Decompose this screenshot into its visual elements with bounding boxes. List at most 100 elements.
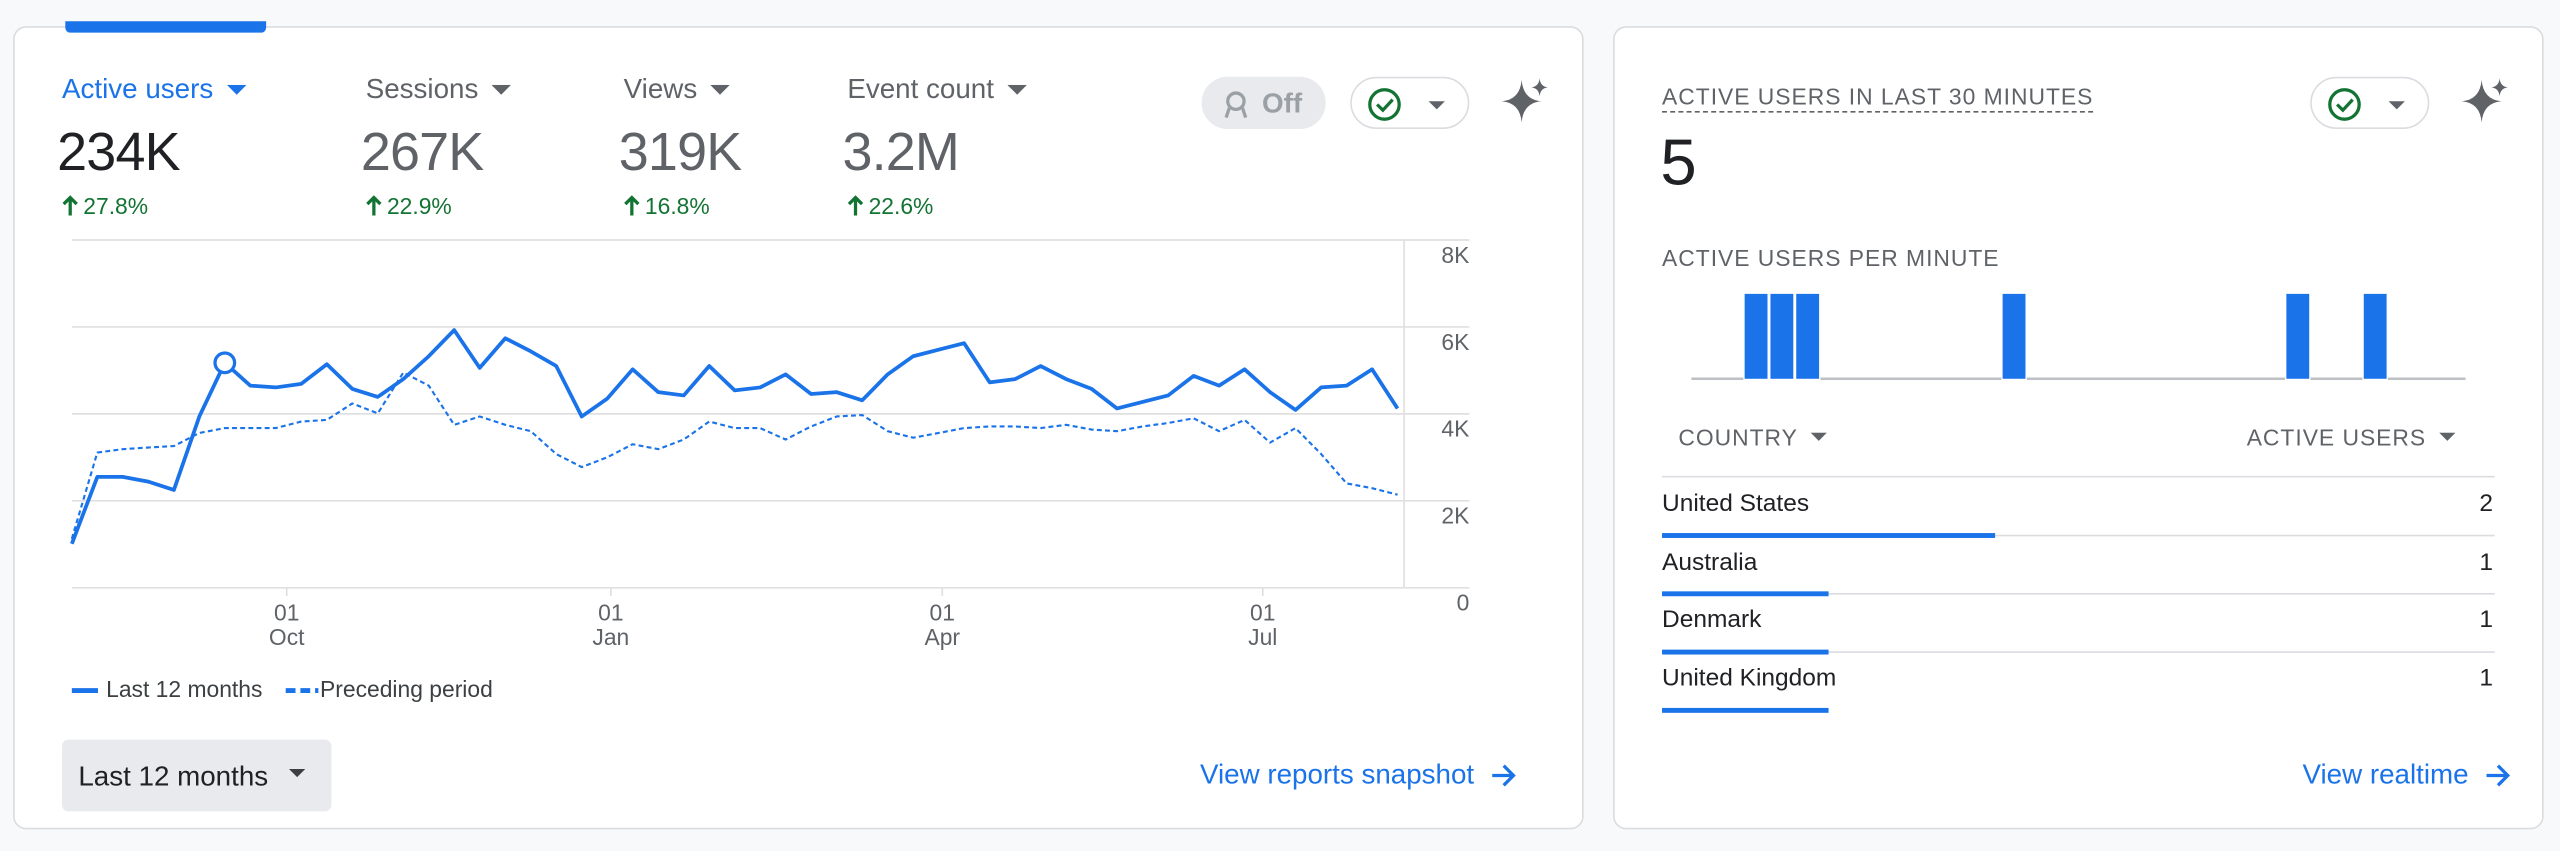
y-tick-label: 6K (1441, 329, 1469, 355)
metric-selector[interactable]: Views (624, 73, 730, 106)
bar (2286, 293, 2310, 379)
status-dropdown[interactable] (1350, 76, 1470, 129)
caret-shape (1006, 84, 1027, 94)
country-name: United Kingdom (1662, 664, 1837, 693)
bar (1770, 293, 1794, 379)
y-tick-label: 4K (1441, 416, 1469, 442)
column-header[interactable]: ACTIVE USERS (2246, 424, 2456, 451)
share-bar (1662, 533, 1996, 538)
metric-value: 319K (618, 120, 742, 182)
share-bar (1662, 649, 1829, 655)
metric-selector[interactable]: Event count (847, 73, 1027, 106)
up-arrow-shape (366, 195, 382, 216)
metric-change-value: 22.9% (386, 192, 452, 219)
toggle-icon (1224, 91, 1248, 119)
metric-value: 3.2M (842, 120, 959, 182)
caret (1810, 432, 1828, 441)
up-arrow (624, 195, 640, 216)
x-tick-label: 01 Jan (592, 599, 630, 650)
metric-label: Sessions (365, 73, 479, 105)
metric-change-value: 22.6% (868, 192, 934, 219)
highlight-point (213, 351, 237, 375)
caret (710, 84, 730, 94)
caret-shape (710, 84, 730, 94)
up-arrow (847, 195, 864, 216)
status-icon (2328, 88, 2405, 121)
realtime-value: 5 (1660, 127, 1697, 200)
bar (2363, 293, 2387, 379)
metric-label: Views (623, 73, 698, 105)
metric-change: 27.8% (62, 193, 148, 219)
status-icon (1368, 88, 1445, 121)
date-range-label: Last 12 months (78, 760, 269, 792)
active-users: 1 (2479, 548, 2494, 576)
legend-label: Last 12 months (106, 675, 263, 703)
caret-shape (491, 84, 511, 94)
up-arrow-shape (624, 195, 640, 216)
country-name: Denmark (1662, 606, 1762, 635)
toggle-button[interactable]: Off (1201, 76, 1326, 129)
share-bar (1662, 707, 1829, 713)
y-tick-label: 0 (1457, 590, 1470, 616)
active-users: 1 (2479, 606, 2494, 635)
arrow-icon (1492, 764, 1516, 787)
y-tick-label: 2K (1441, 503, 1469, 529)
bar-chart-title: ACTIVE USERS PER MINUTE (1662, 244, 2000, 272)
metric-label: Active users (62, 73, 214, 105)
country-name: Australia (1662, 548, 1758, 576)
metric-change: 16.8% (624, 193, 710, 219)
up-arrow (366, 195, 382, 216)
view-reports-link[interactable]: View reports snapshot (1200, 759, 1517, 792)
metric-selector[interactable]: Sessions (366, 73, 511, 106)
bar (1796, 293, 1820, 379)
caret (491, 84, 511, 94)
insights-icon[interactable] (1502, 75, 1551, 124)
metric-change-value: 16.8% (644, 192, 710, 219)
share-bar (1662, 591, 1829, 597)
active-users: 2 (2479, 489, 2494, 518)
arrow-icon (2486, 764, 2511, 787)
column-header[interactable]: COUNTRY (1678, 424, 1828, 451)
metric-change: 22.6% (847, 193, 933, 219)
series-line (70, 371, 1398, 540)
metric-change-value: 27.8% (83, 192, 149, 219)
up-arrow (62, 195, 78, 216)
up-arrow-shape (847, 195, 864, 216)
realtime-card (1613, 26, 2544, 830)
metric-selector[interactable]: Active users (62, 73, 246, 106)
x-tick-label: 01 Oct (268, 599, 305, 650)
tab-indicator (65, 21, 267, 33)
legend-label: Preceding period (319, 675, 493, 703)
caret (1006, 84, 1027, 94)
x-tick-label: 01 Apr (924, 599, 961, 650)
date-range-dropdown[interactable]: Last 12 months (62, 739, 332, 812)
bar (1744, 293, 1768, 379)
caret-shape (226, 84, 246, 94)
status-dropdown[interactable] (2310, 76, 2430, 129)
country-name: United States (1662, 489, 1810, 518)
metric-change: 22.9% (366, 193, 452, 219)
series-line (70, 328, 1400, 545)
realtime-title: ACTIVE USERS IN LAST 30 MINUTES (1662, 83, 2094, 113)
toggle-label: Off (1262, 88, 1303, 120)
metric-value: 234K (57, 120, 180, 182)
metric-label: Event count (847, 73, 994, 105)
view-realtime-link[interactable]: View realtime (2302, 759, 2511, 792)
up-arrow-shape (62, 195, 78, 216)
caret (288, 768, 306, 778)
link-text: View reports snapshot (1199, 759, 1475, 791)
column-label: ACTIVE USERS (2246, 424, 2427, 451)
active-users: 1 (2479, 664, 2494, 693)
y-tick-label: 8K (1441, 242, 1469, 268)
bar (2002, 293, 2026, 379)
caret (226, 84, 246, 94)
x-tick-label: 01 Jul (1248, 599, 1278, 650)
link-text: View realtime (2302, 759, 2469, 791)
metric-value: 267K (360, 120, 484, 182)
caret (2439, 432, 2456, 441)
insights-icon[interactable] (2462, 75, 2511, 124)
column-label: COUNTRY (1678, 424, 1798, 451)
